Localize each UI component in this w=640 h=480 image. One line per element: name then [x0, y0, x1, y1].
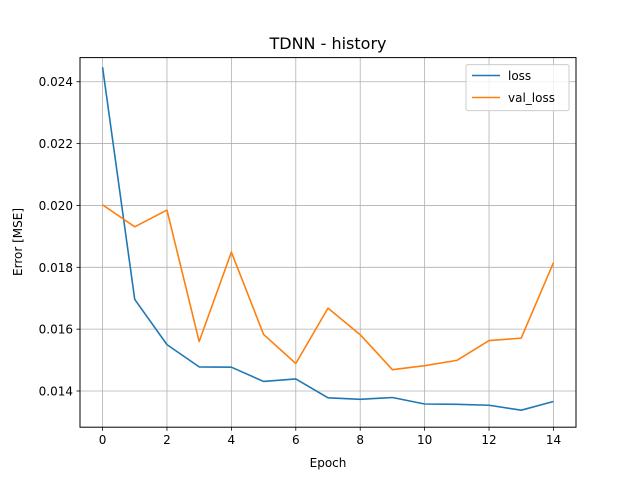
- x-tick-label: 4: [228, 433, 236, 447]
- x-tick-label: 2: [163, 433, 171, 447]
- y-tick-label: 0.018: [39, 261, 73, 275]
- x-axis-label: Epoch: [310, 456, 347, 470]
- series-line-loss: [101, 67, 554, 411]
- y-tick-label: 0.022: [39, 137, 73, 151]
- y-tick-label: 0.024: [39, 75, 73, 89]
- legend: loss val_loss: [465, 64, 570, 112]
- y-tick-label: 0.014: [39, 385, 73, 399]
- x-tick-label: 6: [292, 433, 300, 447]
- chart-title: TDNN - history: [268, 34, 386, 53]
- legend-label-loss: loss: [508, 69, 531, 83]
- y-tick-label: 0.020: [39, 199, 73, 213]
- grid-lines: [80, 57, 576, 428]
- x-tick-label: 12: [481, 433, 496, 447]
- y-tick-label: 0.016: [39, 323, 73, 337]
- x-tick-label: 14: [546, 433, 561, 447]
- legend-label-val-loss: val_loss: [508, 91, 555, 105]
- axis-ticks: 0 2 4 6 8 10 12 14 0.014 0.016 0.018 0.020 0.022 0.02…: [39, 75, 561, 447]
- plot-lines: [101, 67, 555, 411]
- y-axis-label: Error [MSE]: [11, 208, 25, 276]
- series-line-val-loss: [102, 204, 555, 371]
- plot-frame: [79, 57, 577, 428]
- x-tick-label: 0: [99, 433, 107, 447]
- x-tick-label: 10: [417, 433, 432, 447]
- x-tick-label: 8: [356, 433, 364, 447]
